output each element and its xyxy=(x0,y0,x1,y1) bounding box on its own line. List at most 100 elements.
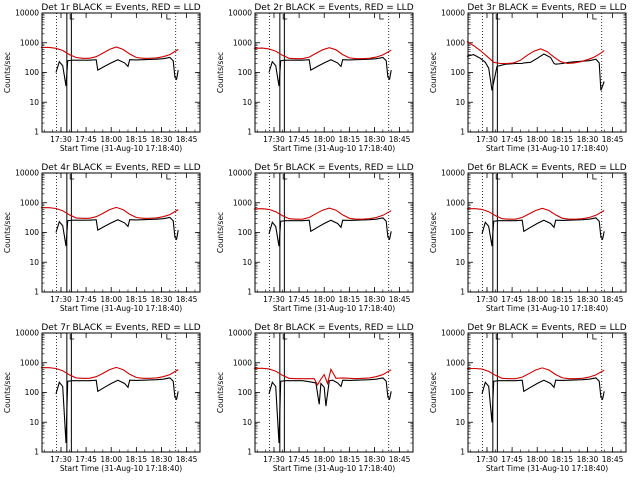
detector-panel: Det 8r BLACK = Events, RED = LLD Counts/s… xyxy=(216,323,414,473)
x-tick-label: 18:30 xyxy=(364,135,386,144)
plot-frame xyxy=(254,172,414,293)
bracket-marker xyxy=(592,174,597,180)
x-tick-label: 17:30 xyxy=(476,455,498,464)
bracket-marker xyxy=(282,334,288,340)
x-tick-label: 18:00 xyxy=(100,455,122,464)
x-tick-label: 18:30 xyxy=(151,135,173,144)
bracket-marker xyxy=(282,14,288,20)
y-tick-label: 10 xyxy=(29,418,39,427)
bracket-marker xyxy=(69,174,75,180)
detector-panel: Det 7r BLACK = Events, RED = LLD Counts/s… xyxy=(3,323,201,473)
bracket-marker xyxy=(592,334,597,340)
x-tick-label: 18:45 xyxy=(176,455,198,464)
x-tick-label: 18:45 xyxy=(602,455,624,464)
y-tick-label: 1000 xyxy=(233,198,252,207)
x-tick-label: 17:45 xyxy=(501,455,523,464)
plot-frame xyxy=(467,12,627,133)
plot-frame xyxy=(254,332,414,453)
y-tick-label: 1 xyxy=(34,448,39,457)
x-tick-label: 18:30 xyxy=(364,295,386,304)
bracket-marker xyxy=(495,334,501,340)
x-tick-label: 18:00 xyxy=(100,295,122,304)
detector-panel: Det 5r BLACK = Events, RED = LLD Counts/s… xyxy=(216,163,414,313)
y-axis-label: Counts/sec xyxy=(216,372,225,413)
lld-series-line xyxy=(466,41,605,65)
x-tick-label: 17:45 xyxy=(75,455,97,464)
x-tick-label: 17:30 xyxy=(50,295,72,304)
bracket-marker xyxy=(282,174,288,180)
lld-series-line xyxy=(40,206,179,219)
x-tick-label: 18:45 xyxy=(389,135,411,144)
lld-series-line xyxy=(466,367,605,380)
y-tick-label: 100 xyxy=(238,388,253,397)
y-tick-label: 10000 xyxy=(15,329,39,338)
x-tick-label: 18:45 xyxy=(602,295,624,304)
y-tick-label: 1000 xyxy=(20,38,39,47)
plot-frame xyxy=(41,332,201,453)
x-tick-label: 18:00 xyxy=(313,295,335,304)
x-axis-label: Start Time (31-Aug-10 17:18:40) xyxy=(486,464,608,473)
bracket-marker xyxy=(166,14,171,20)
events-series-line xyxy=(55,56,179,87)
x-tick-label: 18:00 xyxy=(526,295,548,304)
x-tick-label: 18:00 xyxy=(313,135,335,144)
detector-panel: Det 4r BLACK = Events, RED = LLD Counts/s… xyxy=(3,163,201,313)
y-axis-label: Counts/sec xyxy=(216,212,225,253)
x-tick-label: 18:15 xyxy=(126,295,148,304)
y-tick-label: 10000 xyxy=(228,169,252,178)
x-tick-label: 18:30 xyxy=(151,455,173,464)
x-tick-label: 18:30 xyxy=(577,135,599,144)
y-tick-label: 100 xyxy=(238,68,253,77)
panel-title: Det 6r BLACK = Events, RED = LLD xyxy=(467,163,626,173)
x-axis-label: Start Time (31-Aug-10 17:18:40) xyxy=(273,464,395,473)
plot-frame xyxy=(41,12,201,133)
y-axis-label: Counts/sec xyxy=(3,212,12,253)
y-tick-label: 100 xyxy=(451,388,466,397)
events-series-line xyxy=(268,56,392,87)
y-tick-label: 100 xyxy=(238,228,253,237)
events-series-line xyxy=(55,216,179,247)
panel-title: Det 5r BLACK = Events, RED = LLD xyxy=(254,163,413,173)
bracket-marker xyxy=(69,14,75,20)
x-tick-label: 18:15 xyxy=(339,295,361,304)
y-axis-label: Counts/sec xyxy=(429,372,438,413)
lld-series-line xyxy=(253,47,392,60)
panel-title: Det 8r BLACK = Events, RED = LLD xyxy=(254,323,413,333)
y-tick-label: 100 xyxy=(25,388,40,397)
y-tick-label: 10000 xyxy=(228,329,252,338)
y-tick-label: 1 xyxy=(247,128,252,137)
lld-series-line xyxy=(253,207,392,220)
y-tick-label: 1000 xyxy=(446,198,465,207)
x-tick-label: 17:30 xyxy=(476,135,498,144)
x-axis-label: Start Time (31-Aug-10 17:18:40) xyxy=(486,304,608,313)
y-tick-label: 10 xyxy=(242,258,252,267)
x-tick-label: 18:45 xyxy=(602,135,624,144)
y-axis-label: Counts/sec xyxy=(3,372,12,413)
events-series-line xyxy=(268,217,392,247)
x-tick-label: 18:00 xyxy=(526,455,548,464)
y-tick-label: 1 xyxy=(460,128,465,137)
bracket-marker xyxy=(69,334,75,340)
y-tick-label: 1000 xyxy=(446,38,465,47)
bracket-marker xyxy=(379,334,384,340)
lld-series-line xyxy=(40,366,179,379)
y-axis-label: Counts/sec xyxy=(429,212,438,253)
y-tick-label: 100 xyxy=(25,228,40,237)
y-tick-label: 1 xyxy=(34,288,39,297)
x-tick-label: 17:45 xyxy=(288,135,310,144)
y-tick-label: 1000 xyxy=(20,358,39,367)
y-tick-label: 10 xyxy=(29,98,39,107)
x-axis-label: Start Time (31-Aug-10 17:18:40) xyxy=(273,304,395,313)
panel-title: Det 1r BLACK = Events, RED = LLD xyxy=(41,3,200,13)
y-tick-label: 100 xyxy=(25,68,40,77)
detector-panel: Det 1r BLACK = Events, RED = LLD Counts/s… xyxy=(3,3,201,153)
bracket-marker xyxy=(592,14,597,20)
x-tick-label: 18:30 xyxy=(577,455,599,464)
y-tick-label: 1 xyxy=(247,288,252,297)
x-axis-label: Start Time (31-Aug-10 17:18:40) xyxy=(60,144,182,153)
y-tick-label: 1 xyxy=(460,448,465,457)
plot-frame xyxy=(467,332,627,453)
bracket-marker xyxy=(166,334,171,340)
x-tick-label: 17:45 xyxy=(501,295,523,304)
x-tick-label: 17:30 xyxy=(263,295,285,304)
